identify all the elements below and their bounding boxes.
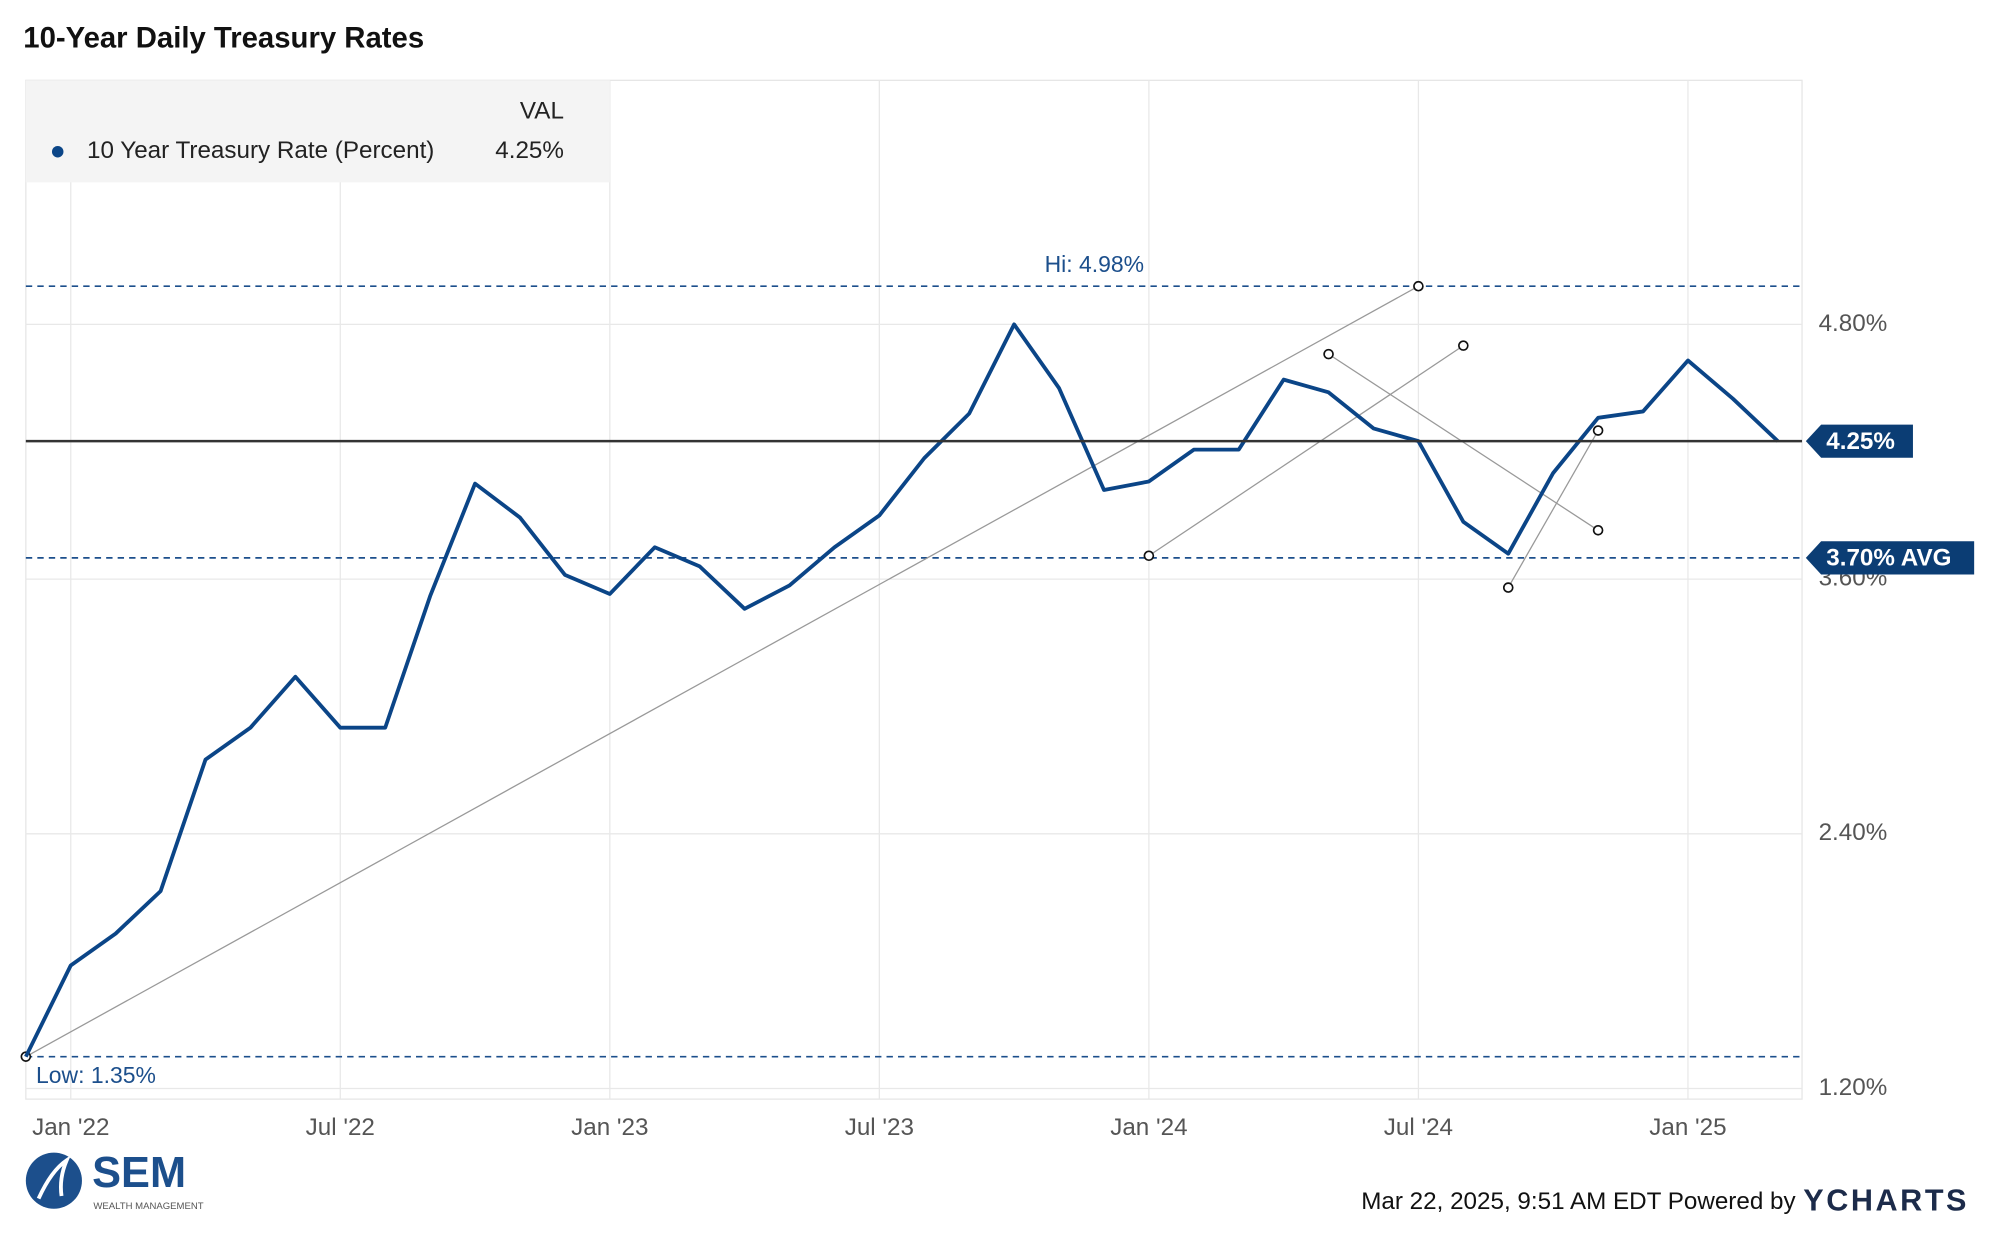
trend-line bbox=[25, 285, 1419, 1058]
trend-line bbox=[1507, 430, 1599, 588]
x-tick-label: Jan '23 bbox=[571, 1114, 648, 1141]
current-value-label: 4.25% bbox=[1826, 428, 1895, 455]
trend-point bbox=[1592, 525, 1604, 536]
trend-point bbox=[1323, 348, 1334, 360]
brand: YCHARTS bbox=[1803, 1183, 1969, 1217]
trend-point bbox=[1143, 550, 1155, 562]
footer: Mar 22, 2025, 9:51 AM EDT Powered by bbox=[1361, 1188, 1796, 1215]
x-tick-label: Jul '24 bbox=[1384, 1114, 1453, 1141]
x-tick-label: Jan '25 bbox=[1649, 1114, 1726, 1141]
legend-marker bbox=[51, 145, 64, 158]
logo-icon bbox=[25, 1152, 82, 1209]
logo-figure bbox=[36, 1155, 71, 1200]
trend-point bbox=[1502, 582, 1514, 593]
series-line bbox=[24, 322, 1780, 1058]
avg-tag bbox=[1805, 541, 1975, 575]
hi-label: Hi: 4.98% bbox=[1045, 251, 1144, 277]
logo-subtitle: WEALTH MANAGEMENT bbox=[93, 1201, 203, 1212]
plot-frame bbox=[25, 79, 1803, 1100]
x-tick-label: Jul '23 bbox=[845, 1114, 914, 1141]
x-tick-label: Jul '22 bbox=[306, 1114, 375, 1141]
y-tick-label: 2.40% bbox=[1819, 819, 1888, 846]
legend-header: VAL bbox=[520, 98, 564, 125]
x-tick-label: Jan '22 bbox=[32, 1114, 109, 1141]
avg-label: 3.70% AVG bbox=[1826, 545, 1951, 572]
legend-label: 10 Year Treasury Rate (Percent) bbox=[87, 137, 434, 164]
legend-box bbox=[25, 80, 610, 183]
y-tick-label: 1.20% bbox=[1819, 1074, 1888, 1101]
chart-title: 10-Year Daily Treasury Rates bbox=[23, 21, 424, 54]
trend-point bbox=[1592, 425, 1604, 436]
x-tick-label: Jan '24 bbox=[1110, 1114, 1187, 1141]
current-value-tag bbox=[1805, 424, 1913, 458]
trend-point bbox=[1413, 280, 1424, 292]
trend-line bbox=[1148, 345, 1464, 557]
low-label: Low: 1.35% bbox=[36, 1062, 156, 1088]
y-tick-label: 4.80% bbox=[1819, 310, 1888, 337]
legend-value: 4.25% bbox=[495, 137, 564, 164]
sem-logo: SEM WEALTH MANAGEMENT bbox=[25, 1149, 204, 1212]
trend-point bbox=[1458, 340, 1469, 351]
logo-name: SEM bbox=[92, 1149, 186, 1197]
